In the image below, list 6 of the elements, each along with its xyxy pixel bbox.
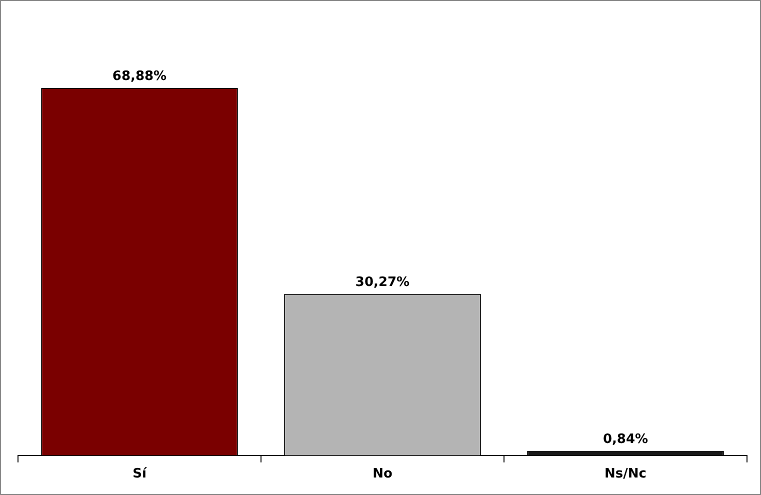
x-tick-label: No bbox=[372, 466, 392, 482]
x-tick-label: Sí bbox=[132, 466, 148, 482]
data-label: 30,27% bbox=[355, 274, 410, 290]
x-tick-label: Ns/Nc bbox=[604, 466, 646, 482]
data-label: 68,88% bbox=[112, 68, 167, 84]
data-label: 0,84% bbox=[602, 432, 648, 447]
